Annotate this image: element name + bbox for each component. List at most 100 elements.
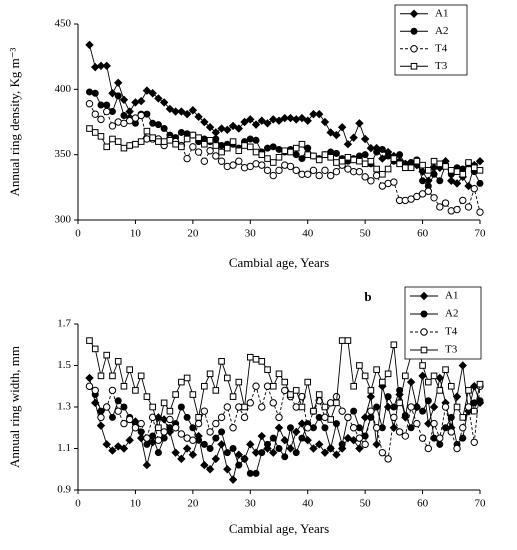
data-point [154, 436, 163, 444]
data-point [373, 148, 381, 156]
data-point [183, 135, 191, 143]
data-point [286, 424, 294, 432]
data-point [264, 144, 272, 152]
x-tick-label: 70 [475, 228, 487, 240]
data-point [183, 413, 191, 421]
data-point [378, 145, 386, 153]
data-point [275, 145, 283, 153]
data-point [360, 413, 370, 422]
data-point [275, 370, 283, 378]
data-point [430, 372, 438, 380]
data-point [286, 113, 295, 123]
data-point [246, 143, 254, 151]
y-tick-label: 400 [55, 83, 72, 95]
x-axis-label: Cambial age, Years [229, 521, 329, 536]
data-point [447, 167, 455, 174]
legend-label: T4 [435, 42, 448, 54]
x-tick-label: 10 [130, 228, 142, 240]
data-point [97, 133, 105, 140]
data-point [424, 187, 433, 195]
data-point [229, 393, 237, 400]
data-point [366, 392, 376, 401]
data-point [120, 144, 128, 152]
data-point [142, 460, 152, 470]
data-point [114, 397, 122, 405]
data-point [338, 407, 346, 415]
x-tick-label: 50 [360, 228, 372, 240]
data-point [125, 107, 134, 116]
legend-label: A2 [445, 308, 458, 320]
data-point [182, 444, 192, 453]
data-point [91, 62, 100, 72]
data-point [390, 403, 398, 411]
data-point [246, 440, 255, 449]
data-point [338, 157, 346, 165]
data-point [436, 434, 444, 442]
data-point [269, 399, 277, 407]
data-point [212, 135, 220, 143]
data-point [137, 372, 145, 380]
data-point [332, 167, 341, 176]
data-point [321, 151, 329, 158]
x-tick-label: 30 [245, 498, 257, 510]
legend-label: T3 [445, 344, 458, 356]
panel-label: b [364, 289, 371, 304]
data-point [378, 154, 387, 163]
data-point [246, 399, 254, 407]
data-point [224, 144, 231, 152]
data-point [419, 161, 426, 169]
legend-marker [410, 27, 418, 35]
y-tick-label: 0.9 [57, 484, 71, 496]
data-point [234, 124, 244, 133]
data-point [120, 382, 128, 390]
data-point [292, 387, 300, 394]
data-point [355, 167, 364, 176]
data-point [85, 373, 94, 383]
data-point [172, 140, 179, 148]
data-point [384, 165, 392, 173]
data-point [321, 413, 329, 422]
data-point [436, 387, 444, 394]
y-tick-label: 450 [55, 18, 72, 30]
data-point [229, 138, 237, 145]
data-point [103, 403, 111, 411]
data-point [206, 428, 214, 436]
data-point [280, 435, 289, 445]
data-point [103, 101, 111, 109]
data-point [131, 424, 140, 432]
x-tick-label: 50 [360, 498, 372, 510]
data-point [297, 113, 307, 123]
data-point [120, 111, 128, 119]
data-point [235, 461, 243, 469]
data-point [258, 151, 266, 158]
data-point [390, 413, 398, 422]
data-point [275, 445, 283, 452]
data-point [367, 177, 375, 185]
data-point [320, 117, 330, 127]
data-point [407, 403, 415, 411]
data-point [475, 156, 485, 166]
data-point [418, 434, 427, 442]
data-point [229, 445, 237, 452]
data-point [407, 424, 415, 432]
data-point [406, 377, 416, 387]
data-point [447, 382, 455, 390]
data-point [327, 153, 334, 161]
data-point [396, 399, 403, 407]
data-point [206, 370, 214, 378]
data-point [177, 430, 186, 438]
data-point [166, 407, 174, 415]
data-point [384, 455, 392, 463]
data-point [458, 361, 467, 370]
data-point [274, 116, 284, 125]
data-point [154, 121, 162, 129]
data-point [240, 117, 249, 127]
x-tick-label: 40 [302, 228, 314, 240]
data-point [97, 115, 105, 124]
data-point [194, 148, 203, 156]
data-point [315, 171, 323, 180]
data-point [160, 428, 168, 436]
legend-marker [409, 9, 419, 18]
data-point [97, 413, 105, 422]
data-point [292, 449, 300, 457]
